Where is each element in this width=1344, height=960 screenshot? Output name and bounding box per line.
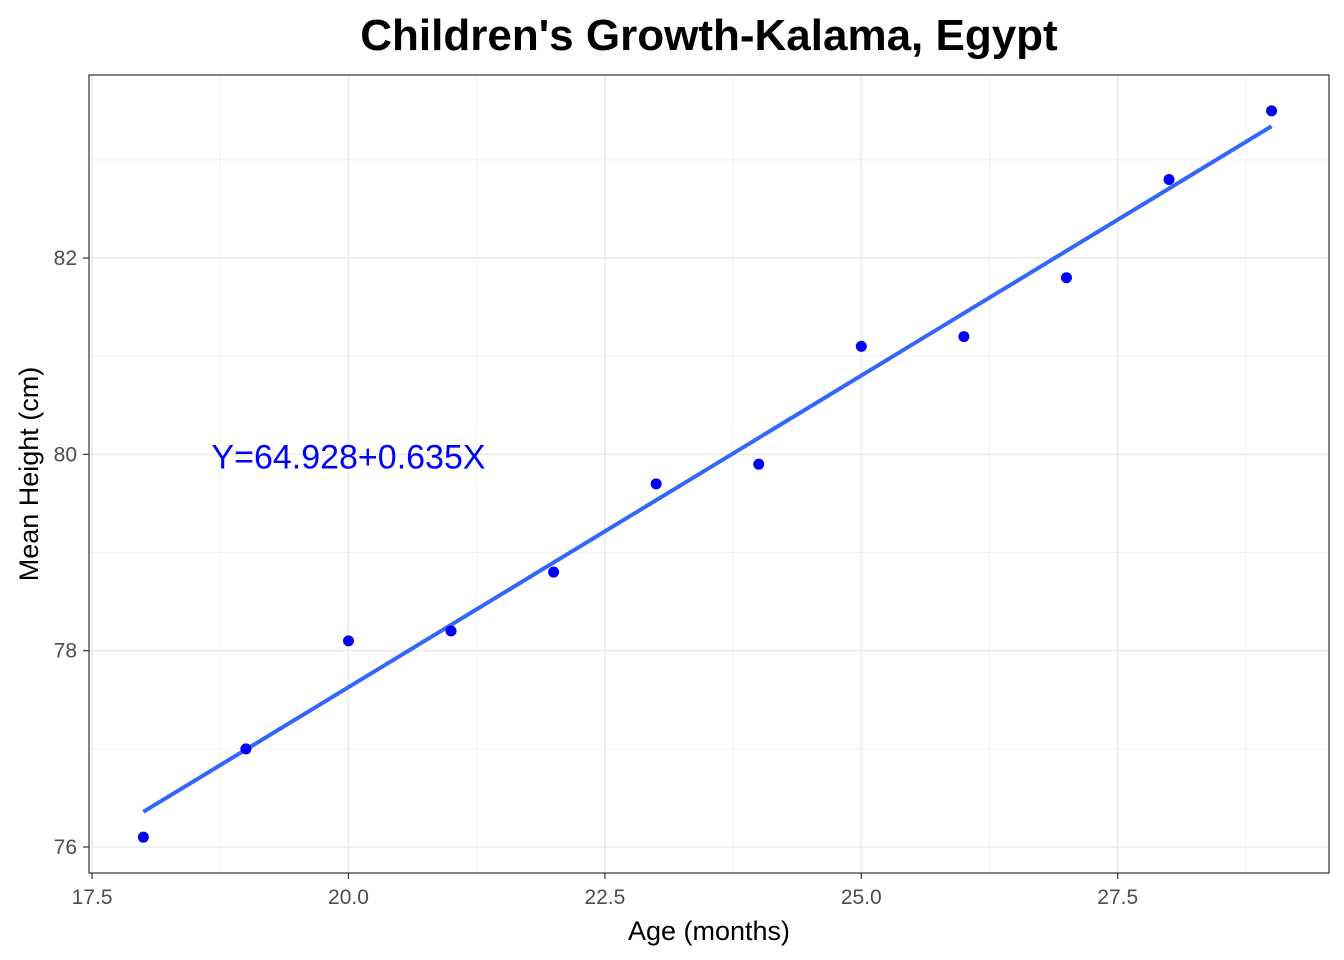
- x-tick-label: 22.5: [584, 886, 625, 909]
- data-point: [650, 478, 662, 490]
- x-tick-label: 17.5: [72, 886, 113, 909]
- chart-title: Children's Growth-Kalama, Egypt: [360, 11, 1058, 60]
- data-point: [137, 831, 149, 843]
- data-point: [1266, 105, 1278, 117]
- data-point: [548, 566, 560, 578]
- data-point: [1060, 272, 1072, 284]
- regression-equation: Y=64.928+0.635X: [211, 438, 485, 476]
- y-tick-label: 82: [54, 247, 77, 270]
- data-point: [958, 331, 970, 343]
- x-axis: 17.5 20.0 22.5 25.0 27.5: [72, 873, 1138, 909]
- data-point: [753, 458, 765, 470]
- y-tick-label: 80: [54, 443, 77, 466]
- plot-panel-border: [88, 74, 1330, 874]
- data-point: [855, 340, 867, 352]
- regression-line: [142, 124, 1273, 814]
- x-tick-label: 25.0: [841, 886, 882, 909]
- y-axis-label: Mean Height (cm): [14, 367, 44, 582]
- data-point: [445, 625, 457, 637]
- y-axis: 76 78 80 82: [54, 247, 89, 859]
- x-tick-label: 20.0: [328, 886, 369, 909]
- grid: [89, 75, 1329, 873]
- data-point: [1163, 174, 1175, 186]
- fit-line-group: [142, 124, 1273, 814]
- x-axis-label: Age (months): [628, 916, 790, 946]
- data-point: [240, 743, 252, 755]
- x-tick-label: 27.5: [1097, 886, 1138, 909]
- data-points: [137, 105, 1278, 843]
- y-tick-label: 76: [54, 836, 77, 859]
- data-point: [342, 635, 354, 647]
- y-tick-label: 78: [54, 640, 77, 663]
